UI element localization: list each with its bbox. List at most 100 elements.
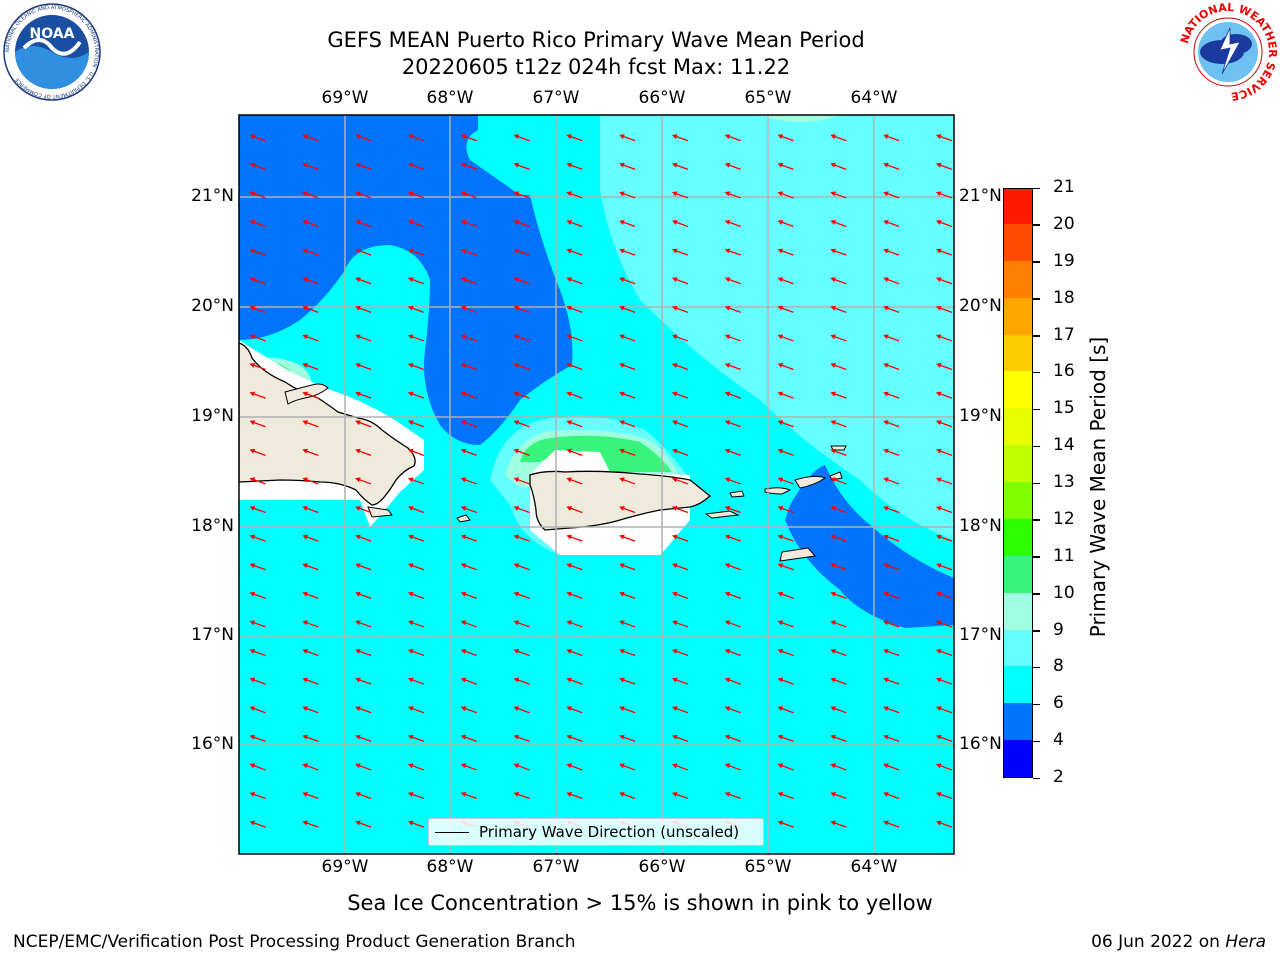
colorbar-tick-label: 6 [1053,693,1064,714]
wave-arrow [407,391,425,399]
wave-arrow [935,162,953,170]
wave-arrow [830,763,847,771]
wave-arrow [619,134,636,142]
colorbar-segment [1004,370,1032,409]
wave-direction-arrows [249,134,953,828]
wave-arrow [830,563,847,571]
wave-arrow [302,563,319,571]
wave-arrow [249,591,266,599]
wave-arrow [407,677,425,685]
wave-arrow [777,248,794,256]
wave-arrow [671,563,689,571]
wave-arrow [619,305,636,313]
wave-arrow [619,362,636,371]
wave-arrow [671,763,689,771]
lon-label-top: 69°W [321,88,369,108]
wave-arrow [302,620,319,628]
wave-arrow [619,791,636,800]
wave-arrow [302,677,319,685]
lon-label-top: 68°W [426,88,474,108]
wave-arrow [830,648,847,657]
wave-arrow [671,620,689,628]
wave-arrow [883,534,900,542]
wave-arrow [407,305,425,313]
wave-arrow [407,534,425,542]
wave-arrow [777,305,794,313]
wave-arrow [777,677,794,685]
wave-arrow [724,191,741,199]
wave-arrow [883,448,900,456]
wave-arrow [830,362,847,371]
wave-arrow [249,162,266,170]
wave-arrow [460,734,477,742]
wave-arrow [566,448,583,456]
wave-arrow [671,277,689,285]
wave-arrow [935,505,953,514]
wave-arrow [619,763,636,771]
wave-arrow [935,534,953,542]
wave-arrow [249,677,266,685]
wave-arrow [566,620,583,628]
wave-arrow [777,219,794,228]
wave-arrow [513,362,530,371]
lon-label-top: 66°W [638,88,686,108]
colorbar-tick-label: 4 [1053,730,1064,751]
colorbar-tick-mark [1033,666,1040,669]
zone-8-9s [600,115,954,540]
wave-arrow [724,248,741,256]
wave-arrow [566,277,583,285]
colorbar-tick-mark [1033,445,1040,448]
wave-arrow [460,420,477,428]
wave-arrow [460,277,477,285]
wave-arrow [883,591,900,599]
wave-arrow [302,791,319,800]
wave-arrow [460,706,477,714]
wave-arrow [619,591,636,599]
colorbar-segment [1004,407,1032,446]
wave-arrow [830,534,847,542]
wave-arrow [249,791,266,800]
wave-arrow [777,734,794,742]
wave-arrow [249,305,266,313]
wave-arrow [724,505,741,514]
wave-arrow [724,219,741,228]
wave-arrow [249,362,266,371]
nws-logo: NATIONAL WEATHER SERVICE [1178,2,1278,102]
wave-arrow [302,591,319,599]
wave-arrow [566,305,583,313]
map-fields [239,115,954,854]
wave-arrow [407,191,425,199]
noaa-logo: NOAA NATIONAL OCEANIC AND ATMOSPHERIC AD… [3,3,101,101]
wave-arrow [883,563,900,571]
wave-arrow [935,591,953,599]
wave-arrow [883,734,900,742]
wave-arrow [355,534,372,542]
wave-arrow [883,820,900,828]
wave-arrow [460,134,477,142]
wave-arrow [407,477,425,485]
wave-arrow [830,391,847,399]
wave-arrow [407,706,425,714]
colorbar-segment [1004,481,1032,519]
colorbar-segment [1004,518,1032,556]
wave-arrow [883,420,900,428]
map-legend: Primary Wave Direction (unscaled) [428,818,764,846]
colorbar-tick-label: 17 [1053,324,1075,345]
wave-arrow [302,734,319,742]
wave-arrow [935,677,953,685]
colorbar-tick-mark [1033,261,1040,263]
lat-label-right: 21°N [959,186,1002,206]
wave-arrow [407,219,425,228]
wave-arrow [566,420,583,428]
lon-label-bottom: 64°W [850,857,898,877]
colorbar-segment [1004,629,1032,667]
wave-arrow [935,334,953,342]
wave-arrow [407,248,425,256]
wave-arrow [355,734,372,742]
wave-arrow [249,477,266,485]
wave-arrow [407,162,425,170]
wave-arrow [671,420,689,428]
wave-arrow [407,563,425,571]
colorbar-segment [1004,189,1032,224]
wave-arrow [777,620,794,628]
